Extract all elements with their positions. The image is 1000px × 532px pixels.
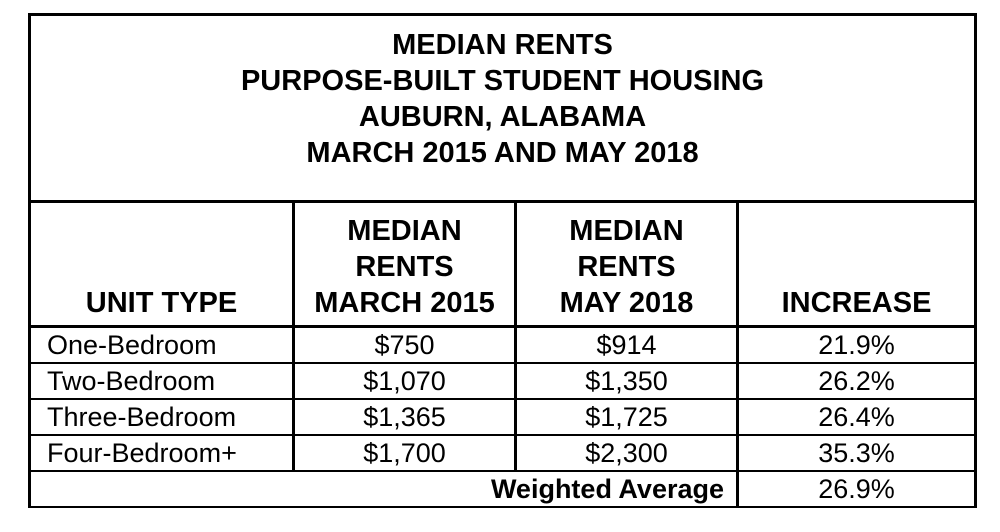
weighted-average-label: Weighted Average xyxy=(28,470,739,508)
table-row: Two-Bedroom $1,070 $1,350 26.2% xyxy=(28,362,978,400)
title-line-2: PURPOSE-BUILT STUDENT HOUSING xyxy=(240,65,765,97)
may-2018-rent-cell: $2,300 xyxy=(514,434,739,472)
title-line-4: MARCH 2015 AND MAY 2018 xyxy=(306,137,699,169)
header-line: RENTS xyxy=(355,251,454,283)
march-2015-rent-cell: $1,700 xyxy=(292,434,517,472)
increase-cell: 26.4% xyxy=(735,398,978,436)
header-line: RENTS xyxy=(577,251,676,283)
title-line-3: AUBURN, ALABAMA xyxy=(358,101,647,133)
table-row: Four-Bedroom+ $1,700 $2,300 35.3% xyxy=(28,434,978,472)
table-title: MEDIAN RENTS PURPOSE-BUILT STUDENT HOUSI… xyxy=(27,13,978,203)
header-line: INCREASE xyxy=(781,287,932,319)
weighted-average-value: 26.9% xyxy=(735,470,978,508)
column-header-may-2018: MEDIAN RENTS MAY 2018 xyxy=(514,200,739,328)
increase-cell: 26.2% xyxy=(735,362,978,400)
unit-type-cell: Two-Bedroom xyxy=(28,362,295,400)
median-rents-table: MEDIAN RENTS PURPOSE-BUILT STUDENT HOUSI… xyxy=(27,13,978,508)
column-header-increase: INCREASE xyxy=(735,200,978,328)
column-header-march-2015: MEDIAN RENTS MARCH 2015 xyxy=(292,200,517,328)
march-2015-rent-cell: $750 xyxy=(292,325,517,364)
column-header-unit-type: UNIT TYPE xyxy=(28,200,295,328)
march-2015-rent-cell: $1,070 xyxy=(292,362,517,400)
unit-type-cell: Three-Bedroom xyxy=(28,398,295,436)
title-line-1: MEDIAN RENTS xyxy=(392,29,613,61)
increase-cell: 21.9% xyxy=(735,325,978,364)
table-row: One-Bedroom $750 $914 21.9% xyxy=(28,325,978,364)
header-line: MEDIAN xyxy=(347,215,462,247)
may-2018-rent-cell: $914 xyxy=(514,325,739,364)
unit-type-cell: One-Bedroom xyxy=(28,325,295,364)
weighted-average-row: Weighted Average 26.9% xyxy=(28,470,978,508)
title-row: MEDIAN RENTS PURPOSE-BUILT STUDENT HOUSI… xyxy=(27,13,978,203)
increase-cell: 35.3% xyxy=(735,434,978,472)
header-line: MARCH 2015 xyxy=(314,287,495,319)
may-2018-rent-cell: $1,725 xyxy=(514,398,739,436)
header-line: UNIT TYPE xyxy=(85,287,238,319)
table-row: Three-Bedroom $1,365 $1,725 26.4% xyxy=(28,398,978,436)
may-2018-rent-cell: $1,350 xyxy=(514,362,739,400)
unit-type-cell: Four-Bedroom+ xyxy=(28,434,295,472)
header-row: UNIT TYPE MEDIAN RENTS MARCH 2015 MEDIAN… xyxy=(28,200,978,328)
march-2015-rent-cell: $1,365 xyxy=(292,398,517,436)
header-line: MEDIAN xyxy=(569,215,684,247)
header-line: MAY 2018 xyxy=(559,287,694,319)
